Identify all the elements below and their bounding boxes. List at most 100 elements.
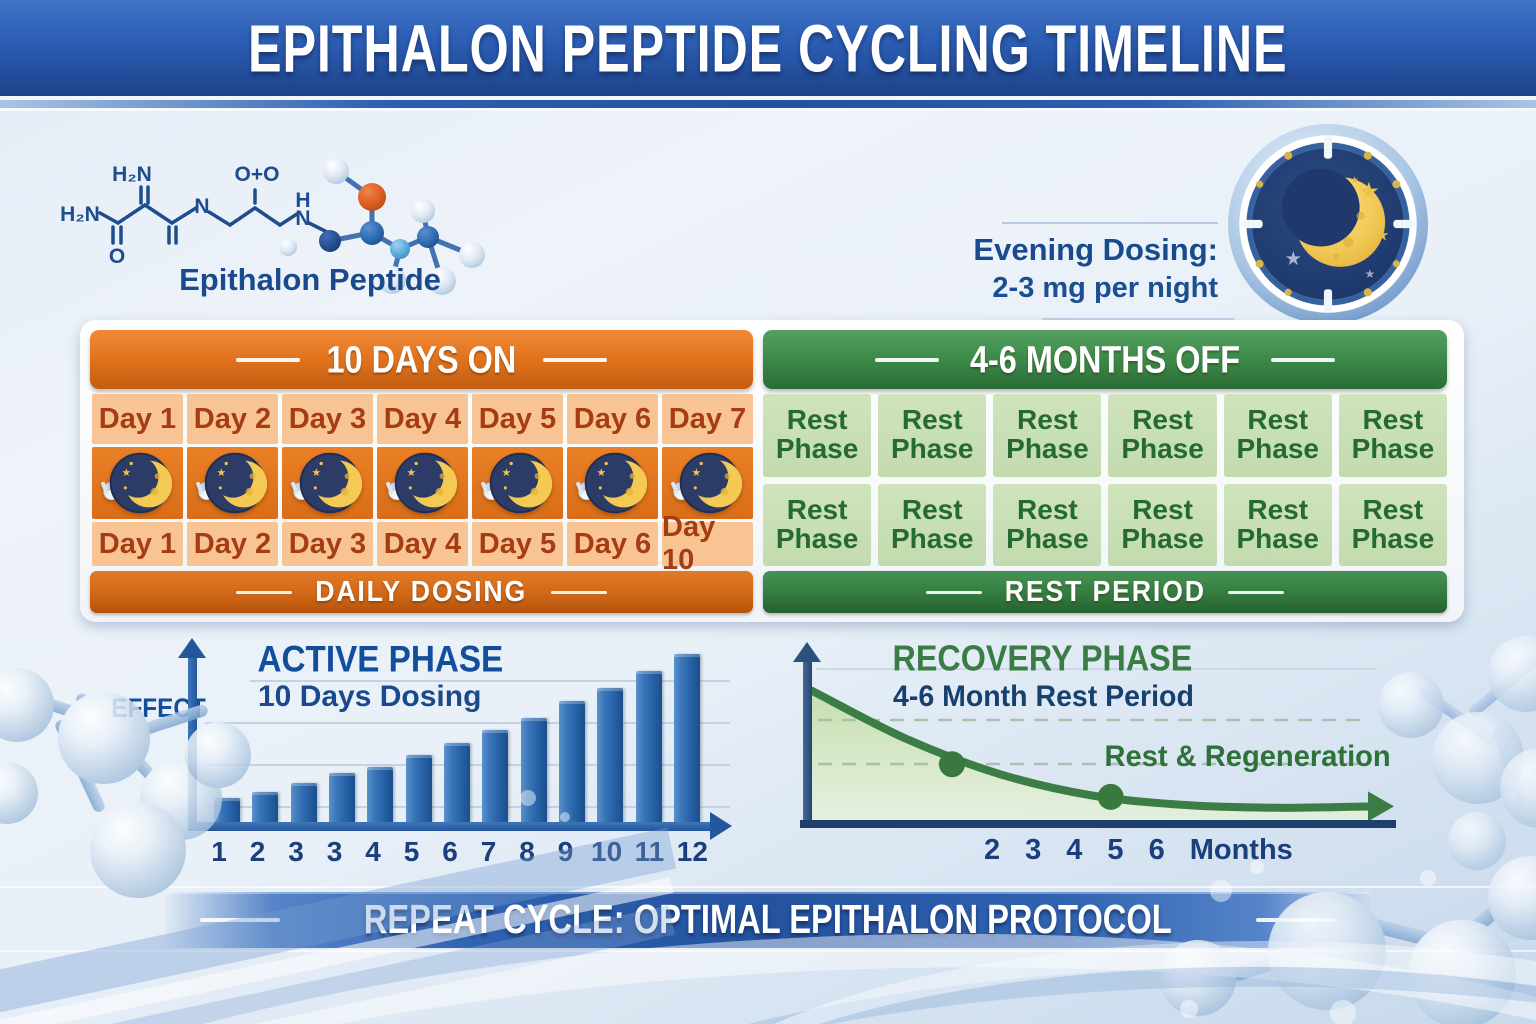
active-chart-title: ACTIVE PHASE bbox=[257, 639, 504, 680]
day-header-cell: Day 6 bbox=[567, 394, 658, 444]
atom-label: O+O bbox=[235, 163, 280, 186]
x-tick-label: 11 bbox=[634, 836, 665, 867]
day-grid: Day 1 ★ Day 1 Day 2 ★ Day 2 Day 3 bbox=[92, 394, 753, 576]
recovery-chart-title: RECOVERY PHASE bbox=[892, 639, 1193, 679]
bar-series bbox=[214, 652, 700, 822]
recovery-annotation: Rest & Regeneration bbox=[1104, 740, 1391, 773]
atom-label: H₂N bbox=[112, 163, 152, 186]
recovery-curve bbox=[812, 686, 1394, 822]
x-tick-label: 3 bbox=[326, 836, 343, 867]
svg-text:★: ★ bbox=[596, 467, 606, 479]
on-banner-label: 10 DAYS ON bbox=[326, 337, 517, 381]
day-moon-cell: ★ bbox=[567, 447, 658, 519]
rest-phase-cell: Rest Phase bbox=[1223, 394, 1332, 477]
rest-phase-cell: Rest Phase bbox=[1108, 483, 1217, 566]
bar bbox=[558, 701, 585, 822]
rest-phase-cell: Rest Phase bbox=[1338, 394, 1447, 477]
moon-syringe-icon: ★ bbox=[195, 452, 267, 514]
top-banner: EPITHALON PEPTIDE CYCLING TIMELINE bbox=[0, 0, 1536, 96]
y-axis-arrow-icon bbox=[793, 642, 821, 662]
rest-phase-cell: Rest Phase bbox=[878, 394, 987, 477]
x-tick-label: 1 bbox=[211, 836, 227, 867]
day-footer-cell: Day 6 bbox=[567, 522, 658, 566]
x-tick-label: 9 bbox=[557, 836, 574, 867]
day-footer-cell: Day 10 bbox=[662, 511, 753, 576]
x-axis-arrow-icon bbox=[710, 812, 732, 840]
day-column: Day 2 ★ Day 2 bbox=[187, 394, 278, 566]
x-tick-labels: 2 3 4 5 6 Months bbox=[984, 834, 1293, 867]
atom-label: H₂N bbox=[60, 203, 100, 226]
divider bbox=[0, 108, 1536, 111]
atom-label: O bbox=[109, 245, 125, 268]
rest-phase-cell: Rest Phase bbox=[993, 394, 1102, 477]
rest-phase-cell: Rest Phase bbox=[1108, 394, 1217, 477]
day-column: Day 4 ★ Day 4 bbox=[377, 394, 468, 566]
svg-text:★: ★ bbox=[501, 467, 511, 479]
svg-text:★: ★ bbox=[1358, 177, 1380, 206]
dash-line bbox=[200, 918, 281, 922]
bar bbox=[290, 783, 317, 822]
page-title: EPITHALON PEPTIDE CYCLING TIMELINE bbox=[248, 10, 1288, 86]
dash-line bbox=[1228, 590, 1285, 594]
svg-text:★: ★ bbox=[216, 467, 226, 479]
rest-grid: Rest Phase Rest Phase Rest Phase Rest Phase Rest… bbox=[763, 394, 1447, 566]
y-axis-arrow-icon bbox=[178, 638, 206, 658]
x-tick-label: 6 bbox=[1148, 834, 1165, 866]
atom-label: N bbox=[194, 195, 209, 218]
moon-syringe-icon: ★ bbox=[480, 452, 552, 514]
dash-line bbox=[550, 590, 607, 594]
bar bbox=[252, 792, 279, 822]
curve-marker-dot bbox=[1097, 783, 1124, 810]
x-axis bbox=[800, 820, 1396, 828]
on-section-banner: 10 DAYS ON bbox=[90, 330, 753, 389]
dash-line bbox=[542, 357, 607, 362]
divider bbox=[0, 886, 1536, 888]
gridline bbox=[250, 680, 730, 682]
dash-line bbox=[236, 357, 301, 362]
divider bbox=[0, 100, 1536, 108]
rest-phase-cell: Rest Phase bbox=[763, 483, 872, 566]
x-tick-label: 5 bbox=[403, 836, 420, 867]
rest-period-label: REST PERIOD bbox=[1004, 575, 1206, 608]
x-tick-label: 8 bbox=[519, 836, 535, 867]
moon-syringe-icon: ★ bbox=[575, 452, 647, 514]
x-tick-label: 4 bbox=[365, 836, 381, 867]
x-tick-label: 2 bbox=[984, 834, 1001, 866]
x-axis bbox=[188, 822, 712, 831]
day-column: Day 5 ★ Day 5 bbox=[472, 394, 563, 566]
x-tick-label: 2 bbox=[249, 836, 266, 867]
day-moon-cell: ★ bbox=[472, 447, 563, 519]
evening-dosing-value: 2-3 mg per night bbox=[992, 272, 1218, 304]
day-moon-cell: ★ bbox=[662, 447, 753, 519]
area-fill bbox=[812, 690, 1372, 822]
curve-arrow-icon bbox=[1368, 791, 1394, 822]
svg-text:★: ★ bbox=[121, 467, 131, 479]
active-chart-subtitle: 10 Days Dosing bbox=[258, 680, 482, 713]
x-tick-label: 5 bbox=[1107, 834, 1124, 866]
daily-dosing-label: DAILY DOSING bbox=[315, 575, 528, 608]
x-tick-label: 6 bbox=[442, 836, 458, 867]
day-footer-cell: Day 5 bbox=[472, 522, 563, 566]
gridline bbox=[816, 668, 1376, 670]
x-tick-label: 3 bbox=[1025, 834, 1042, 866]
day-header-cell: Day 2 bbox=[187, 394, 278, 444]
rest-phase-cell: Rest Phase bbox=[1338, 483, 1447, 566]
clock-hour-dots bbox=[1255, 151, 1401, 297]
moon-syringe-icon: ★ bbox=[670, 452, 742, 514]
day-moon-cell: ★ bbox=[377, 447, 468, 519]
divider bbox=[1002, 222, 1218, 224]
bar bbox=[405, 755, 432, 822]
bar bbox=[635, 671, 662, 822]
day-header-cell: Day 5 bbox=[472, 394, 563, 444]
x-tick-label: Months bbox=[1189, 834, 1293, 866]
x-tick-label: 12 bbox=[676, 836, 708, 867]
moon-syringe-icon: ★ bbox=[100, 452, 172, 514]
dash-line bbox=[874, 357, 939, 362]
x-tick-label: 4 bbox=[1066, 834, 1083, 866]
bond-lines bbox=[98, 185, 335, 245]
gridline bbox=[205, 722, 730, 724]
bar bbox=[482, 730, 509, 822]
